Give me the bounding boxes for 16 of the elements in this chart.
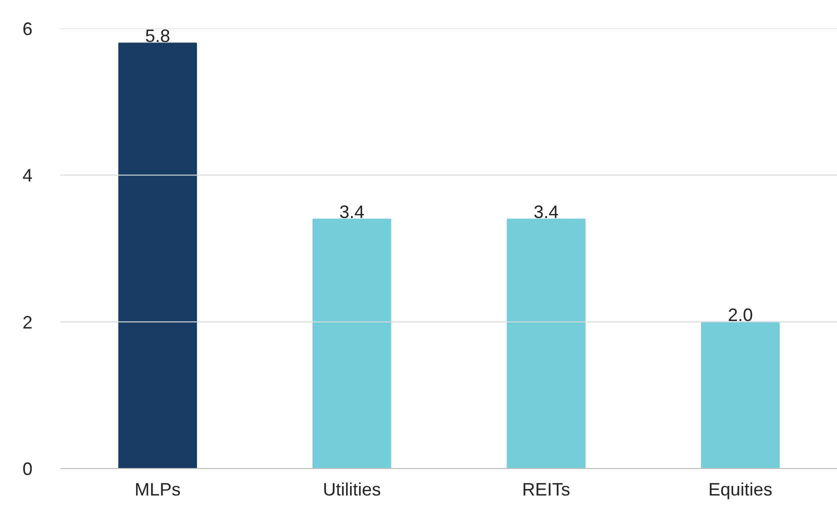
y-tick-label: 0 xyxy=(22,459,33,479)
x-tick-label: MLPs xyxy=(134,480,181,500)
data-label: 3.4 xyxy=(339,202,364,222)
x-tick-label: Utilities xyxy=(322,480,381,500)
bar xyxy=(312,218,392,468)
x-tick-label: REITs xyxy=(522,480,570,500)
y-tick-label: 6 xyxy=(22,19,33,39)
data-label: 2.0 xyxy=(728,304,753,325)
x-tick-label: Equities xyxy=(708,480,772,500)
y-tick-label: 2 xyxy=(22,312,33,332)
bar xyxy=(701,321,780,468)
bar xyxy=(118,42,197,468)
bar xyxy=(506,218,586,468)
data-label: 5.8 xyxy=(145,26,170,46)
y-tick-label: 4 xyxy=(22,166,33,186)
data-label: 3.4 xyxy=(534,202,559,222)
